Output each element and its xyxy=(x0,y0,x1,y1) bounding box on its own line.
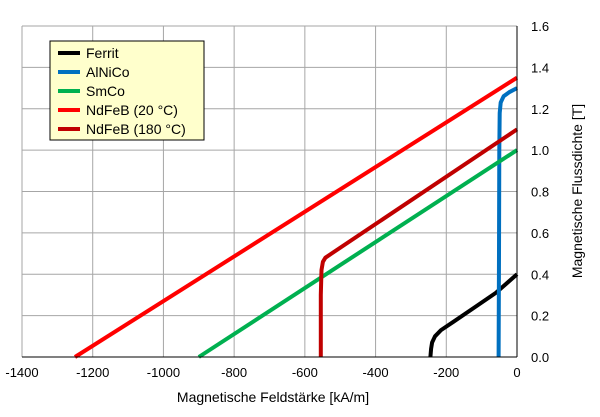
y-tick-label: 0.8 xyxy=(531,185,549,200)
x-tick-label: -200 xyxy=(433,365,459,380)
x-tick-label: -1400 xyxy=(5,365,38,380)
x-tick-label: -1000 xyxy=(147,365,180,380)
y-tick-label: 0.6 xyxy=(531,226,549,241)
series-line-smco xyxy=(197,148,519,359)
x-tick-label: -400 xyxy=(363,365,389,380)
y-tick-label: 1.6 xyxy=(531,19,549,34)
series-line-alnico xyxy=(496,86,518,358)
series-line-ndfeb-180-c xyxy=(318,127,519,357)
y-tick-label: 1.2 xyxy=(531,102,549,117)
legend-label: SmCo xyxy=(86,83,125,99)
series-lines xyxy=(73,76,519,359)
x-axis-label: Magnetische Feldstärke [kA/m] xyxy=(177,389,369,405)
y-axis-label: Magnetische Flussdichte [T] xyxy=(569,104,585,278)
y-tick-label: 0.0 xyxy=(531,350,549,365)
y-tick-label: 1.0 xyxy=(531,143,549,158)
series-line-ndfeb-20-c xyxy=(73,76,519,359)
legend-label: NdFeB (180 °C) xyxy=(86,121,186,137)
x-tick-label: -600 xyxy=(292,365,318,380)
x-tick-label: -800 xyxy=(221,365,247,380)
x-tick-label: -1200 xyxy=(76,365,109,380)
x-tick-label: 0 xyxy=(513,365,520,380)
legend-label: AlNiCo xyxy=(86,64,130,80)
legend-label: NdFeB (20 °C) xyxy=(86,102,178,118)
x-tick-labels: -1400 -1200 -1000 -800 -600 -400 -200 0 xyxy=(5,365,520,380)
y-tick-label: 0.4 xyxy=(531,267,549,282)
y-tick-label: 0.2 xyxy=(531,309,549,324)
legend-label: Ferrit xyxy=(86,45,119,61)
y-tick-labels: 0.0 0.2 0.4 0.6 0.8 1.0 1.2 1.4 1.6 xyxy=(531,19,549,365)
axes xyxy=(22,26,518,358)
y-tick-label: 1.4 xyxy=(531,60,549,75)
series-line-ferrit xyxy=(428,272,519,358)
legend: Ferrit AlNiCo SmCo NdFeB (20 °C) NdFeB (180 … xyxy=(49,40,205,141)
